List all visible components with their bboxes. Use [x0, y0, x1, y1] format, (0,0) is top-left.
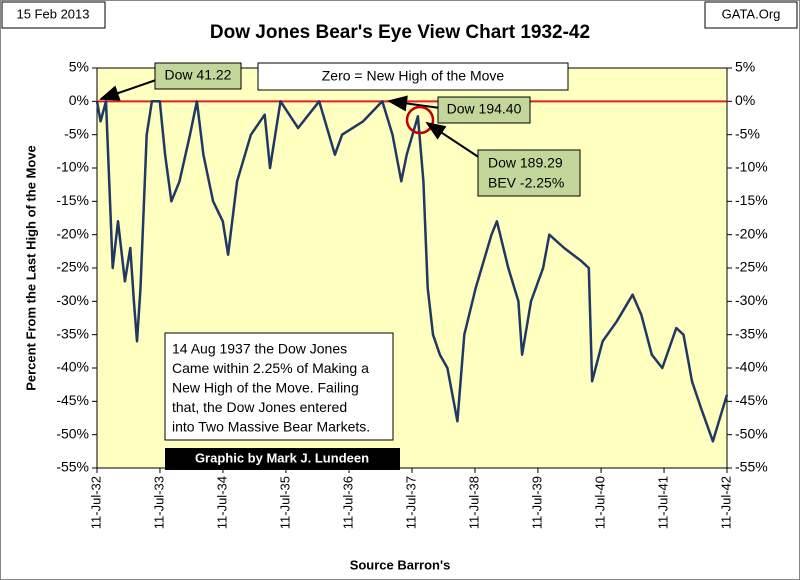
- y-tick-label: 5%: [69, 59, 89, 75]
- arrow: [387, 95, 441, 112]
- annotation: Dow 189.29: [488, 155, 563, 171]
- note-line: 14 Aug 1937 the Dow Jones: [172, 341, 347, 357]
- y-tick-label: -5%: [64, 125, 89, 141]
- x-axis-label: Source Barron's: [350, 557, 451, 572]
- date-label: 15 Feb 2013: [16, 6, 89, 21]
- annotation-box: [257, 62, 569, 91]
- x-tick-label: 11-Jul-32: [88, 476, 103, 529]
- note-line: Came within 2.25% of Making a: [172, 360, 369, 376]
- annotation-box: [437, 96, 531, 124]
- credit: Graphic by Mark J. Lundeen: [195, 450, 369, 465]
- y-tick-label: -55%: [56, 459, 89, 475]
- y2-tick-label: -5%: [735, 125, 760, 141]
- x-tick-label: 11-Jul-37: [403, 476, 418, 529]
- arrow: [425, 121, 481, 159]
- x-tick-label: 11-Jul-38: [466, 476, 481, 529]
- x-tick-label: 11-Jul-36: [340, 476, 355, 529]
- y2-tick-label: -50%: [735, 425, 768, 441]
- y-tick-label: -30%: [56, 292, 89, 308]
- annotation-box: [477, 149, 581, 197]
- y2-tick-label: -35%: [735, 325, 768, 341]
- y-tick-label: -50%: [56, 425, 89, 441]
- x-tick-label: 11-Jul-40: [593, 476, 608, 529]
- source-box: [704, 1, 798, 29]
- y2-tick-label: 5%: [735, 59, 755, 75]
- note: 14 Aug 1937 the Dow Jones Came within 2.2…: [172, 341, 370, 435]
- x-tick-label: 11-Jul-39: [529, 476, 544, 529]
- y-tick-label: -15%: [56, 192, 89, 208]
- y2-tick-label: -40%: [735, 359, 768, 375]
- arrow: [99, 79, 157, 101]
- annotation: Dow 41.22: [165, 67, 232, 83]
- y2-tick-label: -15%: [735, 192, 768, 208]
- note-line: that, the Dow Jones entered: [172, 399, 347, 415]
- x-tick-label: 11-Jul-33: [151, 476, 166, 529]
- y2-tick-label: -10%: [735, 159, 768, 175]
- x-tick-label: 11-Jul-42: [718, 476, 733, 529]
- data-line: [95, 100, 729, 443]
- y2-tick-label: -20%: [735, 225, 768, 241]
- annotation: Zero = New High of the Move: [322, 68, 505, 84]
- date-box: [1, 1, 106, 29]
- y-tick-label: -45%: [56, 392, 89, 408]
- source-label: GATA.Org: [722, 6, 781, 21]
- y-axis-label: Percent From the Last High of the Move: [23, 145, 38, 391]
- x-tick-label: 11-Jul-35: [277, 476, 292, 529]
- y2-tick-label: -25%: [735, 259, 768, 275]
- annotation: Dow 194.40: [447, 101, 522, 117]
- chart-title: Dow Jones Bear's Eye View Chart 1932-42: [210, 22, 590, 43]
- x-tick-label: 11-Jul-41: [655, 476, 670, 529]
- y-tick-label: -40%: [56, 359, 89, 375]
- highlight-circle: [405, 105, 435, 135]
- y2-tick-label: -45%: [735, 392, 768, 408]
- annotation-box: [154, 62, 242, 90]
- y-tick-label: -20%: [56, 225, 89, 241]
- note-line: into Two Massive Bear Markets.: [172, 419, 370, 435]
- y2-tick-label: 0%: [735, 92, 755, 108]
- annotation: BEV -2.25%: [488, 175, 564, 191]
- y-tick-label: -10%: [56, 159, 89, 175]
- y-tick-label: -35%: [56, 325, 89, 341]
- note-line: New High of the Move. Failing: [172, 380, 359, 396]
- y-tick-label: -25%: [56, 259, 89, 275]
- y2-tick-label: -55%: [735, 459, 768, 475]
- y2-tick-label: -30%: [735, 292, 768, 308]
- y-tick-label: 0%: [69, 92, 89, 108]
- credit-box: [165, 448, 400, 470]
- x-tick-label: 11-Jul-34: [214, 476, 229, 529]
- note-box: [164, 332, 394, 441]
